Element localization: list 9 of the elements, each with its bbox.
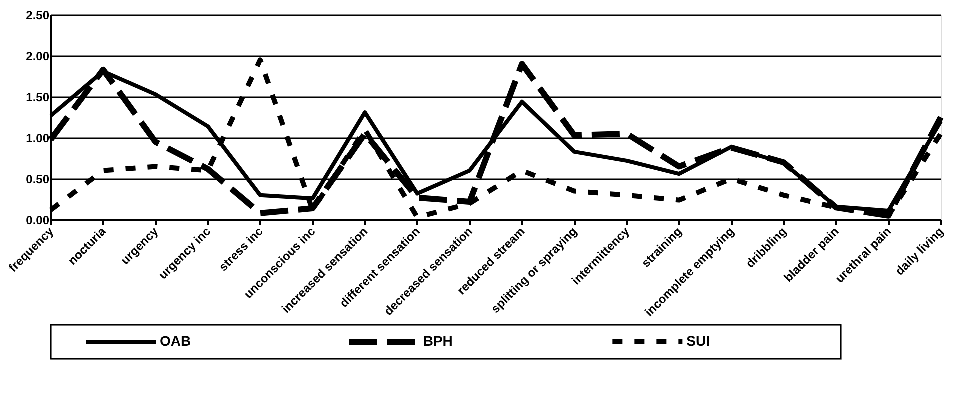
y-tick-label: 1.50: [26, 90, 50, 104]
legend-label: OAB: [160, 333, 192, 349]
y-tick-label: 0.50: [26, 172, 50, 186]
y-tick-label: 2.00: [26, 50, 50, 64]
y-tick-label: 0.00: [26, 214, 50, 228]
y-tick-label: 2.50: [26, 8, 50, 22]
y-tick-label: 1.00: [26, 132, 50, 146]
legend-label: BPH: [423, 333, 453, 349]
legend-label: SUI: [686, 333, 710, 349]
